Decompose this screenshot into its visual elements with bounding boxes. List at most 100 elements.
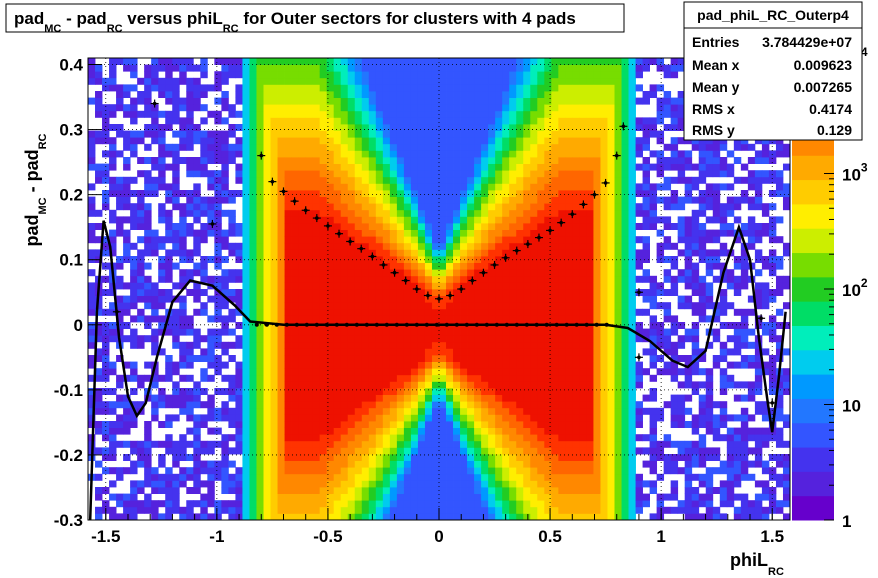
heatmap-cell <box>628 176 636 184</box>
heatmap-cell <box>144 110 152 118</box>
heatmap-cell <box>298 440 307 448</box>
heatmap-cell <box>312 176 321 184</box>
heatmap-cell <box>235 447 243 455</box>
heatmap-cell <box>530 282 538 290</box>
heatmap-cell <box>544 157 552 164</box>
heatmap-cell <box>614 434 622 442</box>
heatmap-cell <box>488 130 496 138</box>
heatmap-cell <box>439 480 447 488</box>
heatmap-cell <box>151 242 159 250</box>
heatmap-cell <box>586 170 594 178</box>
heatmap-cell <box>95 64 103 72</box>
heatmap-cell <box>523 427 531 435</box>
heatmap-cell <box>579 414 587 422</box>
heatmap-cell <box>200 447 208 455</box>
heatmap-cell <box>333 513 342 521</box>
heatmap-cell <box>284 163 292 171</box>
heatmap-cell <box>417 130 426 138</box>
heatmap-cell <box>544 216 552 224</box>
heatmap-cell <box>544 328 552 336</box>
heatmap-cell <box>551 170 559 178</box>
heatmap-cell <box>340 223 349 230</box>
heatmap-cell <box>523 256 531 263</box>
heatmap-cell <box>424 117 433 125</box>
heatmap-cell <box>165 434 173 442</box>
heatmap-cell <box>565 282 573 290</box>
heatmap-cell <box>312 368 321 376</box>
heatmap-cell <box>347 71 356 79</box>
heatmap-cell <box>312 480 321 488</box>
heatmap-cell <box>151 64 159 72</box>
heatmap-cell <box>109 434 117 442</box>
heatmap-cell <box>509 196 517 204</box>
heatmap-cell <box>200 157 208 164</box>
heatmap-cell <box>593 183 601 191</box>
heatmap-cell <box>431 447 440 455</box>
heatmap-cell <box>424 183 433 191</box>
heatmap-cell <box>277 242 285 250</box>
heatmap-cell <box>249 295 257 303</box>
heatmap-cell <box>200 467 208 475</box>
heatmap-cell <box>544 58 552 65</box>
heatmap-cell <box>544 183 552 191</box>
heatmap-cell <box>193 500 201 508</box>
heatmap-cell <box>95 513 103 521</box>
heatmap-cell <box>284 289 292 296</box>
heatmap-cell <box>221 434 229 442</box>
heatmap-cell <box>474 157 482 164</box>
heatmap-cell <box>551 447 559 455</box>
heatmap-cell <box>109 302 117 310</box>
heatmap-cell <box>488 137 496 145</box>
heatmap-cell <box>424 440 433 448</box>
heatmap-cell <box>375 275 384 283</box>
heatmap-cell <box>614 150 622 158</box>
heatmap-cell <box>417 150 426 158</box>
heatmap-cell <box>403 249 412 257</box>
heatmap-cell <box>214 84 222 92</box>
heatmap-cell <box>495 71 503 79</box>
heatmap-cell <box>565 269 573 277</box>
heatmap-cell <box>249 289 257 296</box>
heatmap-cell <box>172 64 180 72</box>
heatmap-cell <box>235 388 243 395</box>
heatmap-cell <box>214 506 222 514</box>
heatmap-cell <box>614 414 622 422</box>
heatmap-cell <box>530 170 538 178</box>
heatmap-cell <box>382 401 391 409</box>
heatmap-cell <box>242 394 250 402</box>
heatmap-cell <box>551 315 559 323</box>
heatmap-cell <box>270 196 278 204</box>
heatmap-cell <box>361 401 370 409</box>
heatmap-cell <box>305 91 314 98</box>
heatmap-cell <box>467 473 475 481</box>
heatmap-cell <box>256 117 264 125</box>
heatmap-cell <box>572 216 580 224</box>
heatmap-cell <box>305 480 314 488</box>
heatmap-cell <box>635 236 643 244</box>
heatmap-cell <box>446 460 454 468</box>
heatmap-cell <box>277 460 285 468</box>
heatmap-cell <box>628 315 636 323</box>
heatmap-cell <box>516 84 524 92</box>
heatmap-cell <box>621 269 629 277</box>
heatmap-cell <box>249 341 257 349</box>
heatmap-cell <box>523 124 531 131</box>
heatmap-cell <box>109 124 117 131</box>
heatmap-cell <box>565 341 573 349</box>
heatmap-cell <box>158 170 166 178</box>
heatmap-cell <box>474 143 482 151</box>
heatmap-cell <box>530 84 538 92</box>
heatmap-cell <box>579 183 587 191</box>
heatmap-cell <box>410 117 419 125</box>
heatmap-cell <box>565 513 573 521</box>
heatmap-cell <box>242 216 250 224</box>
heatmap-cell <box>396 308 405 316</box>
heatmap-cell <box>446 440 454 448</box>
heatmap-cell <box>516 388 524 395</box>
heatmap-cell <box>600 315 608 323</box>
heatmap-cell <box>439 249 447 257</box>
heatmap-cell <box>284 84 292 92</box>
heatmap-cell <box>467 500 475 508</box>
heatmap-cell <box>403 223 412 230</box>
heatmap-cell <box>235 97 243 105</box>
